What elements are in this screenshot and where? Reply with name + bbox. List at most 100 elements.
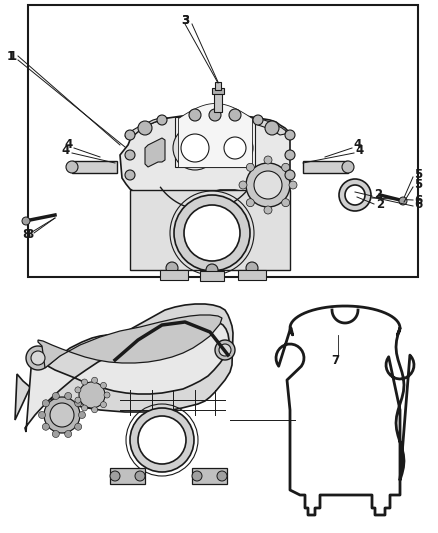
Circle shape: [215, 340, 235, 360]
Circle shape: [42, 400, 49, 407]
Circle shape: [254, 171, 282, 199]
Bar: [192, 468, 227, 484]
Circle shape: [253, 115, 263, 125]
Polygon shape: [125, 118, 168, 138]
Circle shape: [219, 344, 231, 356]
Circle shape: [65, 431, 72, 438]
Text: 3: 3: [181, 13, 189, 27]
Circle shape: [339, 179, 371, 211]
Circle shape: [26, 346, 50, 370]
Circle shape: [206, 264, 218, 276]
Circle shape: [184, 205, 240, 261]
Circle shape: [75, 400, 81, 407]
Bar: [130, 190, 290, 270]
Circle shape: [342, 161, 354, 173]
Circle shape: [265, 121, 279, 135]
Text: 4: 4: [65, 139, 73, 151]
Circle shape: [173, 126, 217, 170]
Text: 6: 6: [414, 193, 422, 206]
Circle shape: [166, 262, 178, 274]
Text: 8: 8: [25, 229, 33, 241]
Circle shape: [130, 408, 194, 472]
Polygon shape: [38, 315, 222, 368]
Circle shape: [285, 170, 295, 180]
Text: 4: 4: [354, 139, 362, 151]
Circle shape: [282, 163, 290, 171]
Circle shape: [217, 471, 227, 481]
Circle shape: [345, 185, 365, 205]
Polygon shape: [145, 138, 165, 167]
Circle shape: [399, 197, 407, 205]
Text: 5: 5: [414, 179, 422, 191]
Circle shape: [285, 150, 295, 160]
Polygon shape: [15, 304, 233, 420]
Circle shape: [65, 392, 72, 399]
Circle shape: [31, 351, 45, 365]
Bar: [200, 271, 224, 281]
Circle shape: [239, 181, 247, 189]
Circle shape: [50, 403, 74, 427]
Circle shape: [125, 170, 135, 180]
Circle shape: [22, 217, 30, 225]
Circle shape: [170, 320, 190, 340]
Circle shape: [189, 109, 201, 121]
Circle shape: [209, 109, 221, 121]
Text: 6: 6: [414, 198, 422, 212]
Circle shape: [52, 392, 59, 399]
Bar: [175, 117, 255, 167]
Circle shape: [181, 134, 209, 162]
Text: 1: 1: [7, 50, 15, 62]
Circle shape: [246, 163, 290, 207]
Text: 3: 3: [181, 13, 189, 27]
Circle shape: [157, 115, 167, 125]
Circle shape: [246, 163, 254, 171]
Text: 8: 8: [22, 229, 30, 241]
Polygon shape: [120, 115, 290, 208]
Circle shape: [289, 181, 297, 189]
Circle shape: [192, 471, 202, 481]
Circle shape: [264, 156, 272, 164]
Circle shape: [229, 109, 241, 121]
Bar: [28, 5, 418, 277]
Bar: [110, 468, 145, 484]
Circle shape: [42, 423, 49, 430]
Circle shape: [75, 397, 81, 403]
Circle shape: [138, 416, 186, 464]
Circle shape: [282, 199, 290, 207]
Circle shape: [44, 397, 80, 433]
Circle shape: [78, 411, 85, 418]
Text: 4: 4: [62, 143, 70, 157]
Circle shape: [79, 382, 105, 408]
Circle shape: [92, 407, 98, 413]
Bar: [303, 161, 348, 173]
Text: 2: 2: [374, 189, 382, 201]
Bar: [160, 270, 188, 280]
Text: 7: 7: [331, 353, 339, 367]
Circle shape: [39, 411, 46, 418]
Bar: [215, 82, 221, 90]
Bar: [238, 270, 266, 280]
Polygon shape: [276, 306, 414, 515]
Circle shape: [264, 206, 272, 214]
Circle shape: [125, 150, 135, 160]
Bar: [72, 161, 117, 173]
Circle shape: [217, 130, 253, 166]
Text: 2: 2: [376, 198, 384, 212]
Circle shape: [66, 161, 78, 173]
Circle shape: [246, 262, 258, 274]
Circle shape: [75, 423, 81, 430]
Circle shape: [174, 195, 250, 271]
Text: 1: 1: [9, 50, 17, 62]
Bar: [214, 90, 222, 112]
Circle shape: [285, 130, 295, 140]
Circle shape: [52, 431, 59, 438]
Text: 5: 5: [414, 168, 422, 182]
Circle shape: [246, 199, 254, 207]
Circle shape: [81, 405, 88, 411]
Text: 4: 4: [356, 143, 364, 157]
Circle shape: [110, 471, 120, 481]
Polygon shape: [25, 319, 229, 432]
Circle shape: [81, 379, 88, 385]
Circle shape: [75, 387, 81, 393]
Circle shape: [125, 130, 135, 140]
